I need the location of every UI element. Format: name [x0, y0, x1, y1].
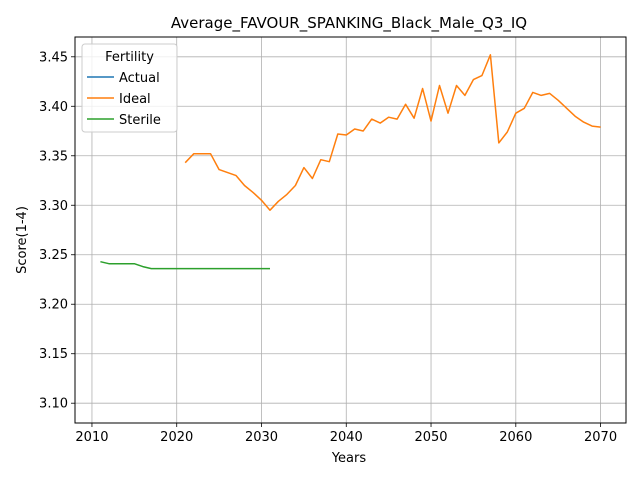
x-tick-label: 2050 [414, 430, 447, 445]
series-line-sterile [100, 262, 270, 269]
y-tick-label: 3.30 [39, 199, 68, 214]
y-tick-label: 3.45 [39, 50, 68, 65]
series-line-ideal [185, 55, 600, 210]
legend: Fertility Actual Ideal Sterile [82, 44, 177, 132]
y-axis-label: Score(1-4) [15, 206, 30, 274]
x-tick-label: 2060 [499, 430, 532, 445]
x-tick-label: 2020 [160, 430, 193, 445]
legend-entry: Ideal [119, 92, 151, 107]
y-tick-label: 3.25 [39, 248, 68, 263]
legend-title: Fertility [105, 50, 154, 65]
y-tick-label: 3.35 [39, 149, 68, 164]
y-tick-label: 3.40 [39, 100, 68, 115]
x-tick-label: 2030 [245, 430, 278, 445]
legend-entry: Actual [119, 71, 160, 86]
x-tick-label: 2010 [75, 430, 108, 445]
y-tick-label: 3.20 [39, 298, 68, 313]
x-tick-label: 2070 [584, 430, 617, 445]
chart-title: Average_FAVOUR_SPANKING_Black_Male_Q3_IQ [171, 14, 527, 33]
x-tick-label: 2040 [330, 430, 363, 445]
legend-entry: Sterile [119, 113, 161, 128]
y-tick-label: 3.15 [39, 347, 68, 362]
x-axis-label: Years [331, 451, 367, 466]
y-tick-label: 3.10 [39, 397, 68, 412]
